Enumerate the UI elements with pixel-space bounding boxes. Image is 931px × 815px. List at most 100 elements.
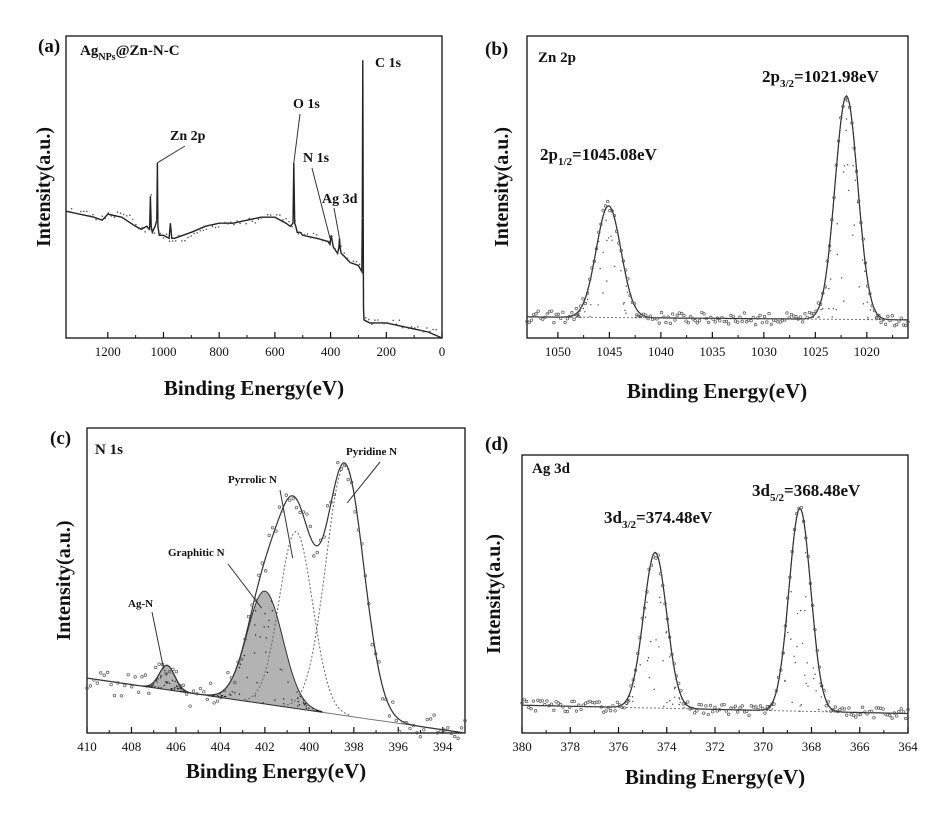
peak-stipple — [663, 705, 665, 707]
peak-stipple — [154, 686, 156, 688]
raw-data-point — [749, 319, 753, 323]
peak-stipple — [589, 315, 591, 318]
raw-data-point — [178, 683, 182, 688]
survey-data-point — [174, 240, 177, 242]
peak-stipple — [804, 552, 807, 554]
raw-data-point — [742, 311, 747, 315]
background-baseline — [526, 316, 909, 321]
peak-stipple — [845, 118, 848, 120]
raw-data-point — [536, 309, 540, 313]
peak-stipple — [590, 304, 592, 306]
raw-data-point — [724, 319, 729, 324]
survey-data-point — [98, 218, 100, 220]
raw-data-point — [547, 703, 551, 708]
raw-data-point — [215, 699, 220, 703]
peak-stipple — [231, 691, 233, 693]
raw-data-point — [727, 322, 731, 326]
peak-stipple — [784, 680, 786, 682]
peak-stipple — [584, 311, 586, 313]
peak-stipple — [806, 662, 808, 664]
raw-data-point — [581, 703, 585, 707]
raw-data-point — [550, 309, 554, 313]
peak-stipple — [586, 298, 589, 301]
fitted-envelope — [86, 462, 466, 734]
survey-data-point — [398, 319, 401, 321]
survey-data-point — [407, 327, 410, 330]
raw-data-point — [606, 705, 610, 710]
peak-stipple — [659, 601, 662, 604]
raw-data-point — [611, 704, 615, 708]
raw-data-point — [638, 635, 642, 640]
annotation-leader — [311, 167, 331, 239]
peak-stipple — [662, 660, 664, 662]
peak-stipple — [267, 626, 270, 628]
raw-data-point — [897, 709, 901, 714]
raw-data-point — [673, 318, 677, 322]
raw-data-point — [845, 713, 849, 717]
raw-data-point — [796, 317, 800, 321]
survey-data-point — [70, 207, 73, 210]
survey-data-point — [331, 235, 333, 238]
raw-data-point — [181, 683, 185, 687]
raw-data-point — [788, 575, 792, 579]
peak-stipple — [836, 223, 839, 225]
raw-data-point — [718, 319, 722, 323]
raw-data-point — [736, 710, 740, 714]
peak-stipple — [265, 637, 268, 639]
survey-data-point — [138, 227, 140, 230]
peak-stipple — [765, 709, 767, 711]
peak-stipple — [183, 690, 185, 693]
raw-data-point — [794, 315, 798, 319]
peak-stipple — [304, 702, 307, 705]
survey-data-point — [116, 211, 119, 213]
raw-data-point — [568, 705, 572, 710]
raw-data-point — [731, 706, 735, 710]
raw-data-point — [404, 721, 409, 725]
raw-data-point — [85, 686, 89, 690]
raw-data-point — [708, 703, 713, 708]
peak-stipple — [179, 687, 181, 689]
peak-stipple — [801, 642, 804, 645]
peak-stipple — [626, 291, 629, 293]
peak-stipple — [305, 705, 308, 707]
survey-data-point — [276, 213, 278, 216]
peak-stipple — [800, 704, 803, 706]
survey-data-point — [288, 220, 290, 223]
peak-stipple — [282, 698, 285, 700]
survey-data-point — [162, 236, 165, 239]
peak-stipple — [877, 318, 879, 321]
peak-stipple — [862, 303, 865, 305]
panel-title: Zn 2p — [538, 50, 576, 66]
raw-data-point — [904, 716, 908, 721]
raw-data-point — [747, 713, 751, 718]
survey-data-point — [193, 232, 195, 235]
raw-data-point — [558, 702, 563, 707]
raw-data-point — [195, 692, 199, 696]
raw-data-point — [679, 311, 684, 316]
raw-data-point — [833, 705, 837, 709]
raw-data-point — [99, 671, 103, 675]
peak-stipple — [787, 631, 789, 634]
raw-data-point — [619, 248, 623, 253]
peak-stipple — [831, 316, 833, 318]
raw-data-point — [123, 683, 127, 688]
raw-data-point — [695, 709, 699, 713]
peak-stipple — [869, 309, 872, 311]
peak-stipple — [606, 280, 608, 282]
raw-data-point — [367, 602, 371, 606]
raw-data-point — [439, 729, 443, 733]
x-tick-label: 364 — [898, 739, 918, 754]
x-axis-label: Binding Energy(eV) — [164, 376, 344, 400]
peak-stipple — [173, 688, 176, 690]
peak-stipple — [254, 695, 256, 697]
peak-stipple — [171, 679, 174, 682]
peak-stipple — [828, 307, 830, 310]
x-tick-label: 408 — [122, 739, 142, 754]
raw-data-point — [787, 316, 791, 320]
peak-annotation: Ag 3d — [322, 192, 358, 207]
raw-data-point — [805, 315, 809, 320]
raw-data-point — [632, 301, 637, 306]
survey-data-point — [364, 316, 367, 319]
raw-data-point — [617, 703, 622, 707]
raw-data-point — [647, 567, 651, 571]
